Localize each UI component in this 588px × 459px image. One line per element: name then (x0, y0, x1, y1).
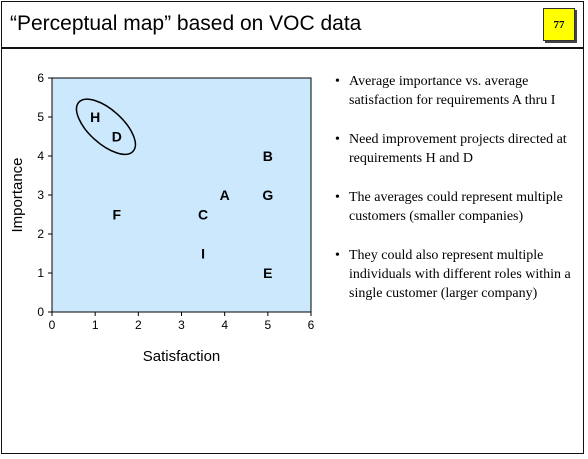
bullet-marker: • (335, 132, 340, 147)
plot-area (51, 77, 312, 313)
bullet-marker: • (335, 248, 340, 263)
bullet-item: • Need improvement projects directed at … (335, 130, 580, 168)
data-point-h: H (90, 109, 100, 125)
data-point-d: D (112, 129, 122, 145)
data-point-f: F (112, 207, 121, 223)
x-tick-label: 2 (135, 318, 142, 332)
bullet-list: • Average importance vs. average satisfa… (335, 72, 580, 323)
bullet-text: They could also represent multiple indiv… (349, 248, 571, 301)
bullet-item: • The averages could represent multiple … (335, 188, 580, 226)
bullet-marker: • (335, 190, 340, 205)
title-bar: “Perceptual map” based on VOC data 77 (2, 2, 583, 49)
x-tick-label: 6 (308, 318, 315, 332)
y-tick-label: 4 (37, 149, 44, 163)
bullet-item: • Average importance vs. average satisfa… (335, 72, 580, 110)
bullet-text: Need improvement projects directed at re… (349, 132, 567, 166)
data-point-i: I (201, 246, 205, 262)
bullet-text: Average importance vs. average satisfact… (349, 74, 556, 108)
page-number-badge: 77 (543, 8, 575, 41)
y-tick-label: 1 (37, 266, 44, 280)
y-axis-label: Importance (9, 157, 26, 232)
bullet-marker: • (335, 74, 340, 89)
y-tick-label: 2 (37, 227, 44, 241)
x-tick-label: 5 (264, 318, 271, 332)
x-axis-label: Satisfaction (143, 348, 221, 365)
data-point-a: A (220, 187, 230, 203)
bullet-text: The averages could represent multiple cu… (349, 190, 563, 224)
x-tick-label: 4 (221, 318, 228, 332)
x-tick-label: 0 (49, 318, 56, 332)
highlight-ellipse (75, 98, 137, 156)
y-tick-label: 0 (37, 305, 44, 319)
bullet-item: • They could also represent multiple ind… (335, 246, 580, 303)
x-tick-label: 3 (178, 318, 185, 332)
y-tick-label: 5 (37, 110, 44, 124)
data-point-e: E (263, 265, 272, 281)
data-point-c: C (198, 207, 208, 223)
slide: “Perceptual map” based on VOC data 77 0 1… (1, 1, 584, 454)
data-point-g: G (262, 187, 273, 203)
slide-title: “Perceptual map” based on VOC data (10, 12, 362, 35)
data-point-b: B (263, 148, 273, 164)
x-tick-label: 1 (92, 318, 99, 332)
y-tick-label: 3 (37, 188, 44, 202)
perceptual-map-chart: 0 1 2 3 4 5 6 0 1 2 3 4 5 6 Satisfaction Importance HD B A… (9, 71, 315, 365)
y-tick-label: 6 (37, 71, 44, 85)
